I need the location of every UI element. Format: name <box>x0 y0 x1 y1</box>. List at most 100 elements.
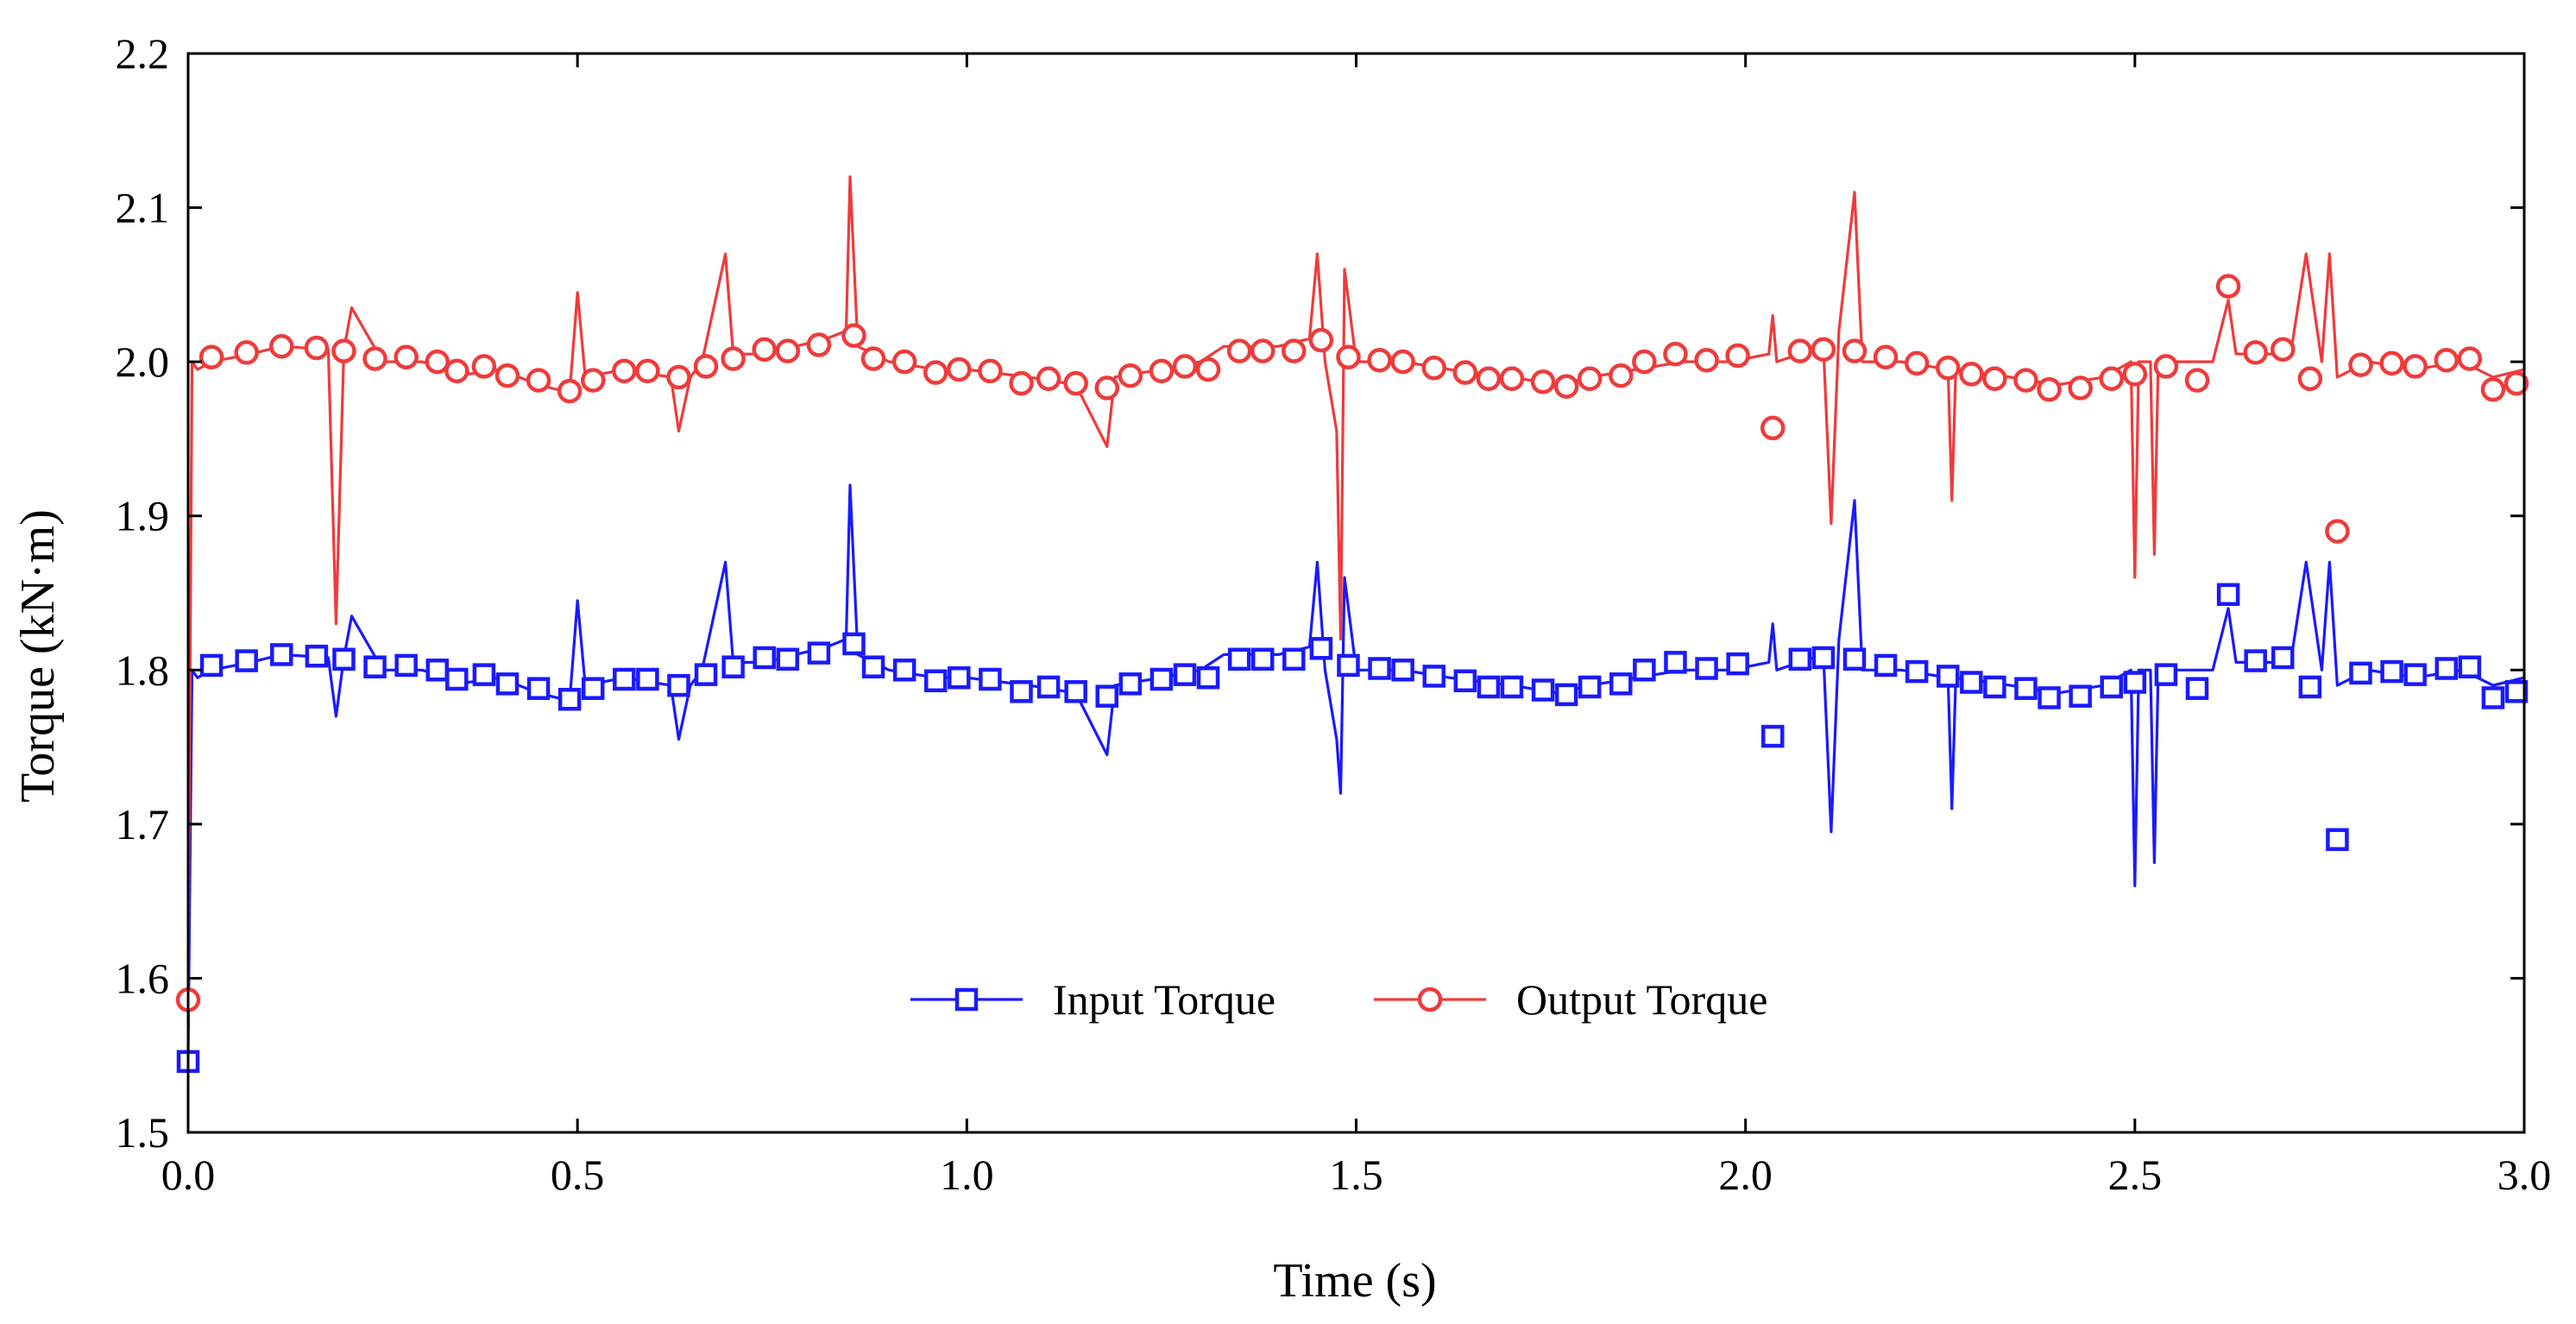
input-torque-point <box>979 667 1002 691</box>
input-torque-point <box>394 653 418 678</box>
input-torque-point <box>2244 649 2267 672</box>
input-torque-point <box>1905 659 1929 684</box>
input-torque-point <box>1036 675 1061 699</box>
input-torque-point <box>2434 657 2459 680</box>
output-torque-point <box>923 360 948 385</box>
output-torque-point <box>1811 337 1836 363</box>
output-torque-point <box>444 358 469 384</box>
input-torque-point <box>2271 646 2295 670</box>
input-torque-point <box>1118 672 1143 696</box>
input-torque-point <box>2380 659 2403 684</box>
output-torque-point <box>494 363 520 388</box>
output-torque-point <box>612 358 637 384</box>
output-torque-point <box>1149 358 1175 384</box>
output-torque-point <box>775 338 801 363</box>
output-torque-point <box>721 346 746 371</box>
input-torque-point <box>776 647 800 671</box>
output-torque-point <box>331 338 356 363</box>
legend: Input Torque Output Torque <box>910 975 1767 1024</box>
input-torque-point <box>445 667 469 691</box>
input-torque-point <box>2100 675 2124 699</box>
output-torque-point <box>1367 348 1392 373</box>
input-torque-point <box>2403 663 2427 686</box>
input-torque-point <box>2014 677 2037 700</box>
output-torque-point <box>841 323 866 349</box>
output-torque-point <box>1476 366 1502 392</box>
output-torque-point <box>1250 338 1275 363</box>
output-torque-point <box>2271 337 2296 363</box>
input-torque-point <box>613 667 636 691</box>
input-torque-point <box>2481 686 2505 709</box>
input-torque-point <box>1196 665 1220 690</box>
input-torque-point <box>472 663 496 686</box>
input-torque-point <box>199 653 224 678</box>
output-torque-point <box>394 344 419 370</box>
input-torque-point <box>1695 657 1718 680</box>
input-torque-point <box>495 672 520 696</box>
input-torque-point <box>1282 647 1306 671</box>
output-torque-point <box>1452 360 1478 385</box>
input-torque-point <box>2069 684 2092 708</box>
y-tick-label: 2.2 <box>116 29 170 78</box>
output-torque-point <box>1063 370 1088 396</box>
input-torque-point <box>1173 663 1197 686</box>
output-torque-point <box>1195 356 1221 382</box>
input-torque-point <box>2458 655 2482 678</box>
output-torque-point <box>2434 348 2459 373</box>
input-torque-point <box>526 677 551 700</box>
output-torque-point <box>1982 366 2007 392</box>
input-torque-point <box>581 677 605 700</box>
output-torque-point <box>1842 338 1867 363</box>
input-torque-point <box>753 646 776 670</box>
input-torque-point <box>1149 667 1174 691</box>
input-torque-point <box>305 644 329 668</box>
output-torque-point <box>557 378 583 404</box>
input-torque-point <box>1391 659 1414 682</box>
input-torque-point <box>861 655 885 678</box>
input-torque-point <box>636 667 659 691</box>
output-torque-point <box>1609 363 1634 388</box>
output-torque-point <box>891 349 917 375</box>
input-torque-point <box>1633 659 1656 682</box>
output-torque-point <box>1936 356 1961 381</box>
output-torque-point <box>2457 346 2483 371</box>
input-torque-point <box>1250 647 1275 671</box>
output-torque-point <box>1226 338 1252 363</box>
input-torque-point <box>2326 828 2349 851</box>
input-torque-point <box>923 669 948 693</box>
input-torque-point <box>1937 665 1960 688</box>
input-torque-point <box>721 655 745 678</box>
axes-layer: 0.0 0.5 1.0 1.5 2.0 2.5 3.0 1.5 1.6 1.7 1.8 1.9 2.0 2… <box>116 29 2552 1199</box>
output-torque-point <box>1036 366 1061 392</box>
output-torque-point <box>1904 350 1930 376</box>
input-torque-point <box>1664 651 1687 674</box>
input-torque-point <box>892 659 916 682</box>
y-tick-label: 1.7 <box>116 800 170 848</box>
input-torque-point <box>1554 683 1578 707</box>
input-torque-point <box>694 663 718 686</box>
input-torque-point <box>1422 665 1445 688</box>
input-torque-point <box>1309 637 1333 660</box>
plot-frame <box>186 52 2526 1134</box>
y-tick-label: 1.5 <box>116 1108 170 1157</box>
output-torque-point <box>2153 354 2179 379</box>
output-torque-point <box>752 337 777 363</box>
output-torque-point <box>2297 366 2323 392</box>
output-torque-point <box>1873 344 1899 370</box>
input-torque-point <box>807 641 831 665</box>
x-tick-label: 2.5 <box>2108 1151 2163 1199</box>
input-torque-point <box>1095 684 1119 708</box>
output-torque-point <box>2068 375 2093 400</box>
output-torque-point <box>1282 338 1307 363</box>
output-torque-point <box>1632 349 1657 375</box>
output-torque-point <box>2379 350 2404 376</box>
output-torque-point <box>1959 362 1984 387</box>
input-torque-point <box>332 647 356 671</box>
input-torque-point <box>2298 675 2322 699</box>
input-torque-point <box>1064 680 1087 703</box>
input-torque-point <box>1960 671 1983 694</box>
x-tick-label: 3.0 <box>2497 1151 2552 1199</box>
output-torque-point <box>2215 274 2241 299</box>
output-torque-point <box>978 358 1003 384</box>
output-torque-point <box>1530 369 1556 394</box>
